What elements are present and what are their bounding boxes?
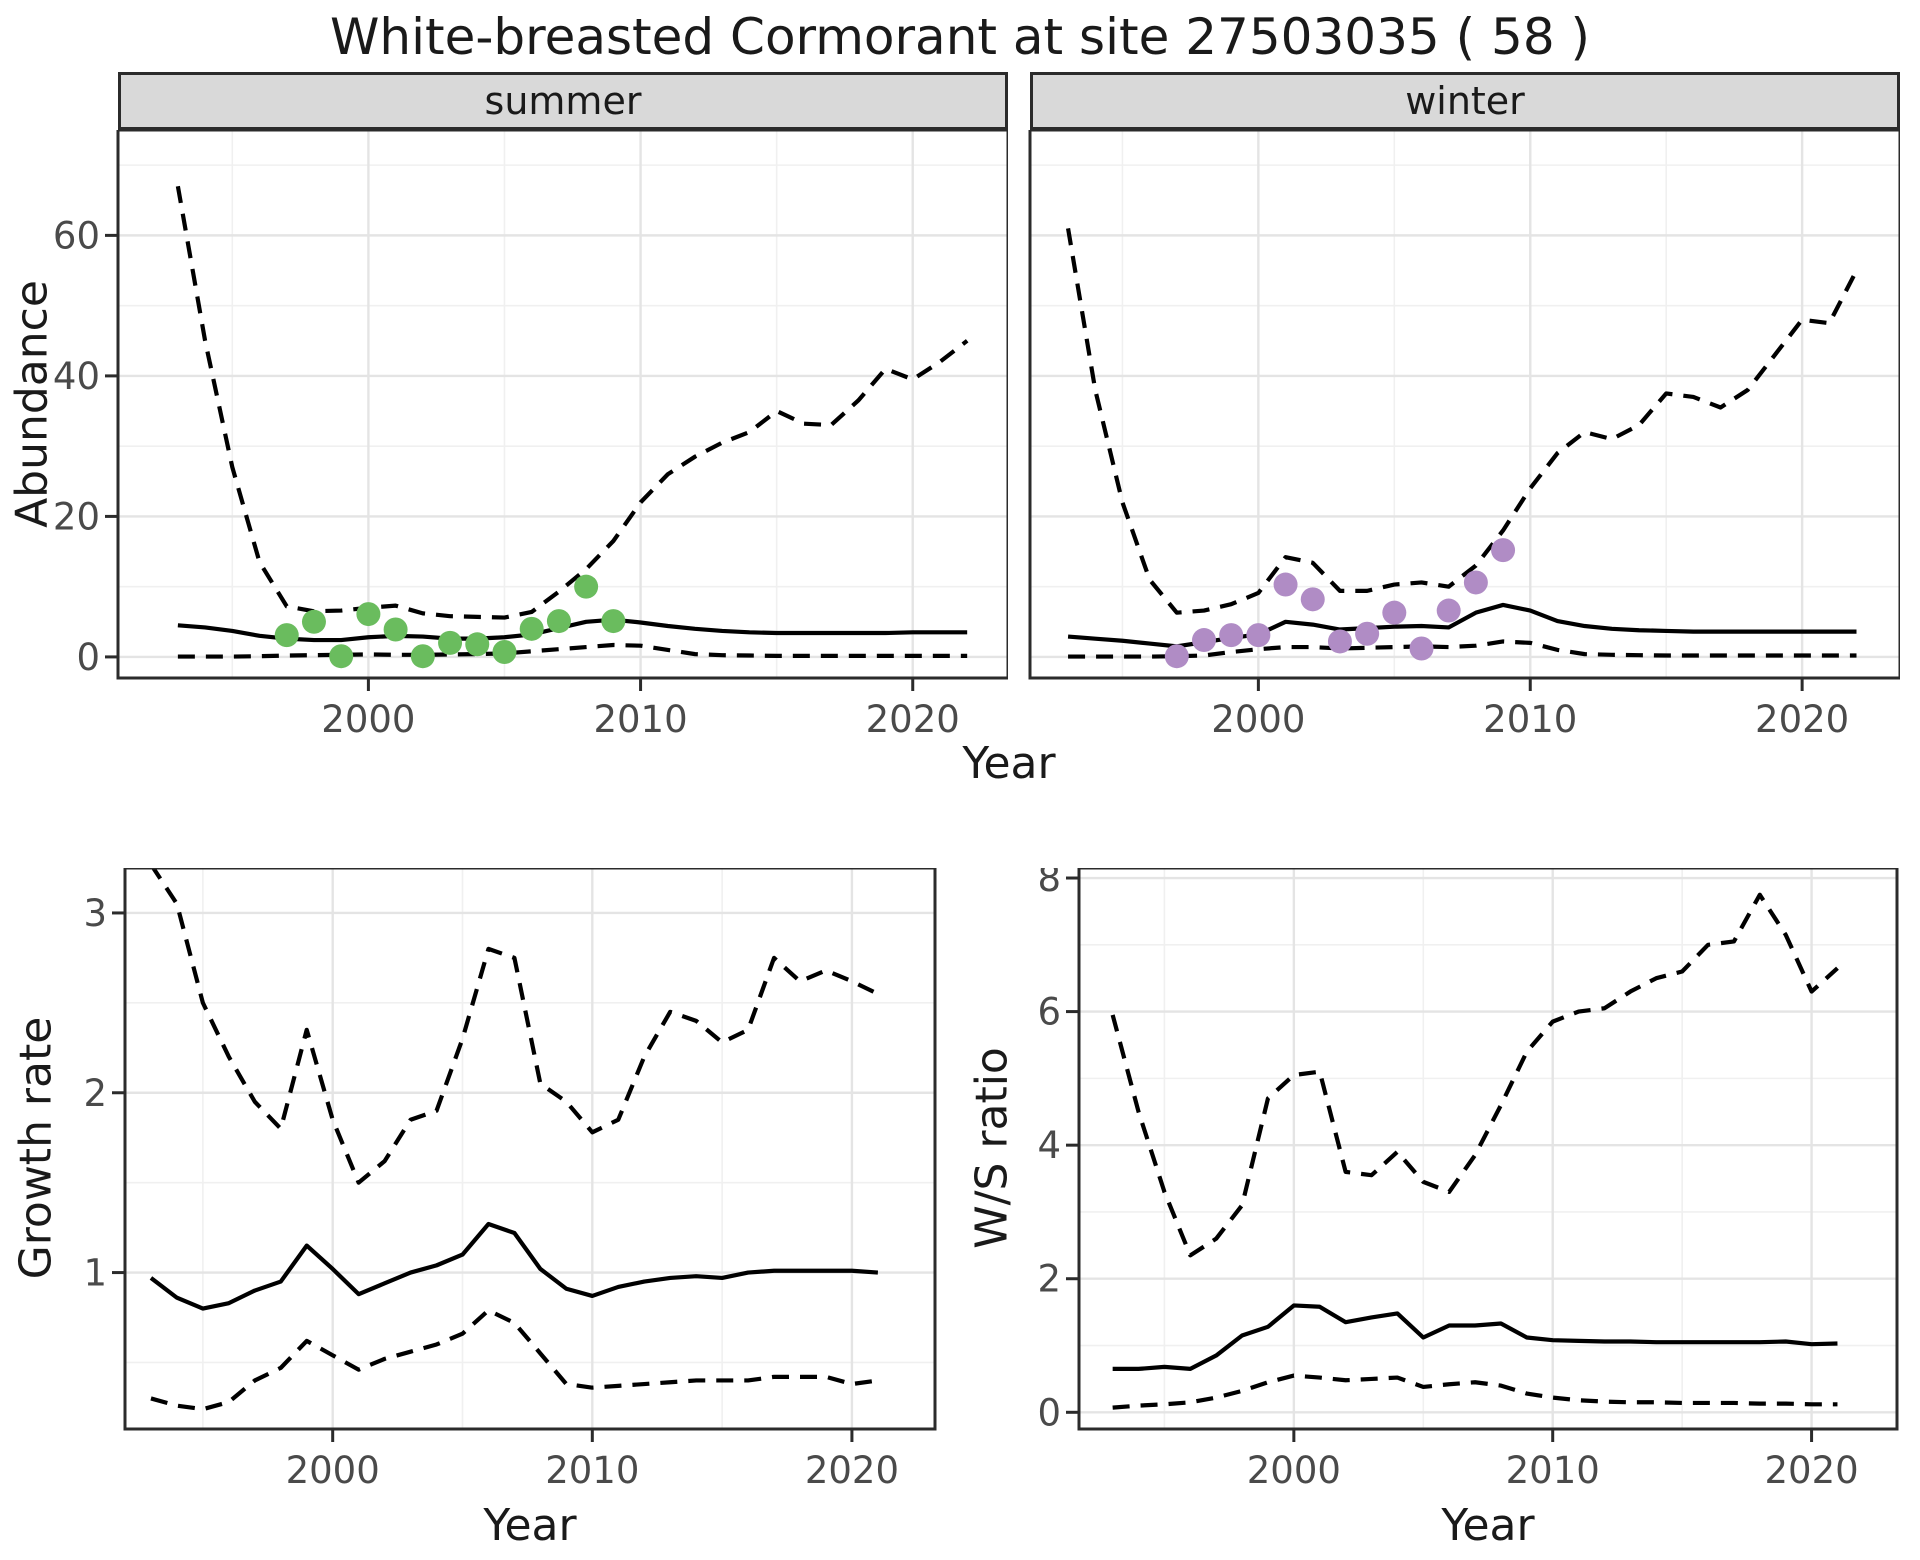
y-axis-title-growth: Growth rate xyxy=(10,1016,62,1280)
svg-text:2000: 2000 xyxy=(286,1449,380,1492)
svg-text:2020: 2020 xyxy=(1764,1449,1858,1492)
x-axis-title-ws: Year xyxy=(1441,1500,1535,1551)
y-axis-title-ws: W/S ratio xyxy=(966,1047,1018,1249)
svg-text:60: 60 xyxy=(53,214,100,257)
svg-text:6: 6 xyxy=(1037,991,1061,1034)
abundance-winter-panel: 2000 2010 2020 xyxy=(1028,130,1900,741)
svg-text:2010: 2010 xyxy=(1506,1449,1600,1492)
y-axis-title-abundance: Abundance xyxy=(6,280,58,528)
svg-text:2000: 2000 xyxy=(1247,1449,1341,1492)
svg-text:2010: 2010 xyxy=(545,1449,639,1492)
svg-text:3: 3 xyxy=(83,892,107,935)
abundance-summer-panel: 2000 2010 2020 0 20 40 60 xyxy=(53,130,1008,741)
ws-ratio-panel: 2000 2010 2020 0 2 4 6 8 xyxy=(1037,868,1899,1492)
svg-text:2: 2 xyxy=(83,1072,107,1115)
svg-text:20: 20 xyxy=(53,495,100,538)
svg-text:1: 1 xyxy=(83,1252,107,1295)
svg-text:0: 0 xyxy=(76,636,100,679)
growth-rate-panel: 2000 2010 2020 1 2 3 xyxy=(83,868,937,1492)
facet-strip-summer: summer xyxy=(118,72,1008,130)
svg-text:4: 4 xyxy=(1037,1124,1061,1167)
svg-text:2020: 2020 xyxy=(1755,698,1849,741)
svg-text:2010: 2010 xyxy=(1483,698,1577,741)
svg-text:2: 2 xyxy=(1037,1258,1061,1301)
svg-text:8: 8 xyxy=(1037,868,1061,900)
svg-text:2010: 2010 xyxy=(593,698,687,741)
x-axis-title-top: Year xyxy=(962,738,1056,789)
svg-text:2020: 2020 xyxy=(866,698,960,741)
svg-text:2000: 2000 xyxy=(1211,698,1305,741)
svg-text:0: 0 xyxy=(1037,1391,1061,1434)
svg-text:2000: 2000 xyxy=(321,698,415,741)
facet-strip-winter-label: winter xyxy=(1405,79,1525,123)
facet-strip-winter: winter xyxy=(1030,72,1900,130)
svg-text:40: 40 xyxy=(53,355,100,398)
plot-title: White-breasted Cormorant at site 2750303… xyxy=(329,8,1591,66)
facet-strip-summer-label: summer xyxy=(484,79,642,123)
svg-text:2020: 2020 xyxy=(805,1449,899,1492)
x-axis-title-growth: Year xyxy=(483,1500,577,1551)
